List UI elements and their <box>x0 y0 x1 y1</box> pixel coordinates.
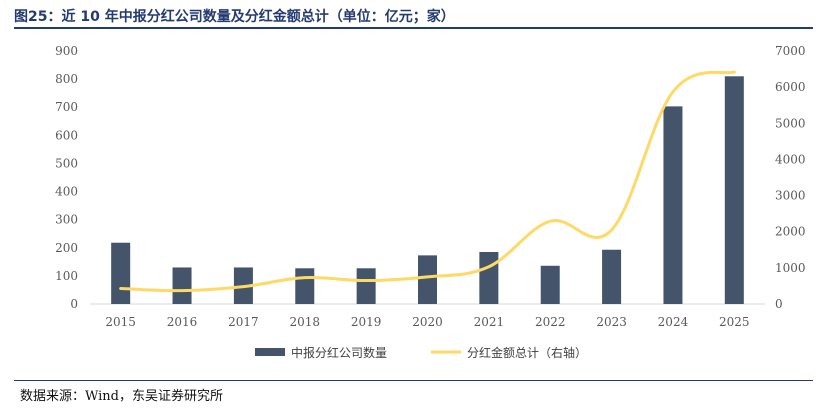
x-tick-label: 2022 <box>535 315 566 329</box>
bar <box>663 106 683 304</box>
x-tick-label: 2023 <box>596 315 627 329</box>
x-tick-label: 2024 <box>658 315 689 329</box>
y-left-tick-label: 300 <box>55 213 78 227</box>
bar <box>356 268 376 304</box>
y-left-tick-label: 100 <box>55 269 78 283</box>
y-left-tick-label: 800 <box>55 72 78 86</box>
y-left-tick-label: 200 <box>55 241 78 255</box>
y-right-tick-label: 3000 <box>775 189 806 203</box>
legend-bar-label: 中报分红公司数量 <box>291 345 387 360</box>
bar <box>724 76 744 304</box>
x-tick-label: 2017 <box>228 315 259 329</box>
title-underline <box>14 27 813 29</box>
x-tick-label: 2019 <box>351 315 382 329</box>
figure-title: 图25：近 10 年中报分红公司数量及分红金额总计（单位：亿元；家） <box>14 9 455 25</box>
bar <box>602 249 622 304</box>
x-tick-label: 2021 <box>474 315 505 329</box>
bar <box>172 267 192 304</box>
y-right-tick-label: 2000 <box>775 225 806 239</box>
y-left-tick-label: 400 <box>55 185 78 199</box>
bar <box>111 242 131 304</box>
y-left-tick-label: 500 <box>55 156 78 170</box>
x-tick-label: 2020 <box>412 315 443 329</box>
bar <box>295 268 315 304</box>
chart-area: 0 100 200 300 400 500 600 700 800 900 0 1000 2000 300… <box>55 44 806 360</box>
bar <box>540 265 560 304</box>
legend-line-label: 分红金额总计（右轴） <box>467 345 587 360</box>
y-right-tick-label: 6000 <box>775 80 806 94</box>
y-left-tick-label: 900 <box>55 44 78 58</box>
bar <box>418 255 437 304</box>
y-right-tick-label: 1000 <box>775 261 806 275</box>
x-tick-label: 2025 <box>719 315 750 329</box>
x-tick-label: 2016 <box>167 315 198 329</box>
y-right-tick-label: 0 <box>775 297 783 311</box>
x-tick-label: 2015 <box>105 315 136 329</box>
series-line-dividend-total <box>119 70 736 293</box>
y-left-tick-label: 0 <box>70 297 78 311</box>
bar <box>479 251 499 304</box>
source-note: 数据来源：Wind，东吴证券研究所 <box>20 389 223 404</box>
source-divider <box>14 380 813 381</box>
y-left-tick-label: 600 <box>55 128 78 142</box>
x-tick-label: 2018 <box>289 315 320 329</box>
legend-bar-swatch <box>255 348 285 356</box>
y-right-tick-label: 5000 <box>775 116 806 130</box>
y-left-tick-label: 700 <box>55 100 78 114</box>
y-right-tick-label: 7000 <box>775 44 806 58</box>
y-right-tick-label: 4000 <box>775 152 806 166</box>
